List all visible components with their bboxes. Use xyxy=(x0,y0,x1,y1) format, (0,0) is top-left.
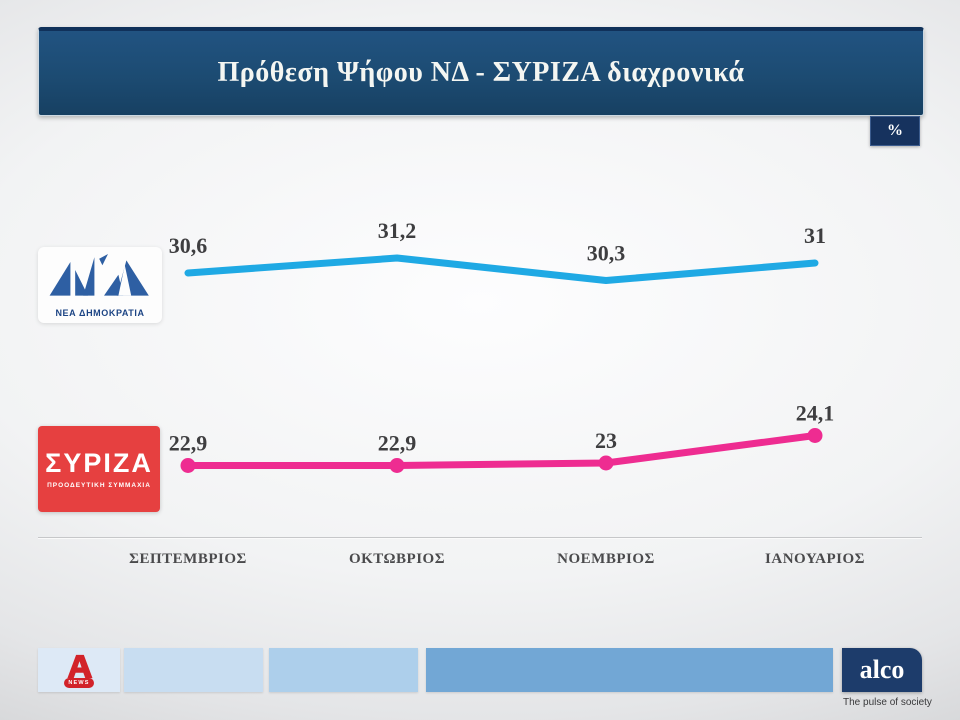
x-axis-label: ΝΟΕΜΒΡΙΟΣ xyxy=(557,551,655,567)
nd-monogram-icon xyxy=(49,254,149,296)
alpha-a-icon xyxy=(67,654,93,678)
nd-logo: ΝΕΑ ΔΗΜΟΚΡΑΤΙΑ xyxy=(38,247,162,323)
data-point-marker xyxy=(180,458,196,473)
syriza-logo-subtitle: ΠΡΟΟΔΕΥΤΙΚΗ ΣΥΜΜΑΧΙΑ xyxy=(47,481,151,489)
nd-logo-caption: ΝΕΑ ΔΗΜΟΚΡΑΤΙΑ xyxy=(55,308,145,318)
data-label: 22,9 xyxy=(169,431,208,456)
syriza-logo-title: ΣΥΡΙΖΑ xyxy=(45,447,153,478)
alco-logo-name: alco xyxy=(859,655,905,684)
alpha-news-badge-label: NEWS xyxy=(68,679,90,686)
footer-segment-alpha: NEWS xyxy=(38,648,120,692)
data-point-marker xyxy=(807,428,823,443)
alco-tagline: The pulse of society xyxy=(843,697,932,708)
data-label: 30,3 xyxy=(587,241,626,266)
percent-badge: % xyxy=(870,116,920,146)
x-axis-label: ΙΑΝΟΥΑΡΙΟΣ xyxy=(765,551,865,567)
x-axis-label: ΟΚΤΩΒΡΙΟΣ xyxy=(349,551,445,567)
data-point-marker xyxy=(389,458,405,473)
series-line-nd xyxy=(184,254,819,284)
footer-segment-2 xyxy=(124,648,263,692)
page-title: Πρόθεση Ψήφου ΝΔ - ΣΥΡΙΖΑ διαχρονικά xyxy=(217,57,745,88)
data-label: 31 xyxy=(804,223,826,248)
data-label: 30,6 xyxy=(169,233,208,258)
data-label: 31,2 xyxy=(378,218,417,243)
data-label: 23 xyxy=(595,428,617,453)
x-axis-line xyxy=(38,537,922,539)
series-line-syriza xyxy=(184,432,819,469)
data-label: 22,9 xyxy=(378,431,417,456)
footer-segment-4 xyxy=(426,648,833,692)
alpha-news-badge: NEWS xyxy=(64,677,94,688)
syriza-logo: ΣΥΡΙΖΑ ΠΡΟΟΔΕΥΤΙΚΗ ΣΥΜΜΑΧΙΑ xyxy=(38,426,160,512)
x-axis-label: ΣΕΠΤΕΜΒΡΙΟΣ xyxy=(129,551,247,567)
alco-logo: alco xyxy=(842,648,922,692)
title-bar: Πρόθεση Ψήφου ΝΔ - ΣΥΡΙΖΑ διαχρονικά xyxy=(38,27,924,116)
alpha-news-logo: NEWS xyxy=(63,653,95,688)
data-label: 24,1 xyxy=(796,401,835,426)
data-point-marker xyxy=(598,455,614,471)
footer-segment-3 xyxy=(269,648,418,692)
